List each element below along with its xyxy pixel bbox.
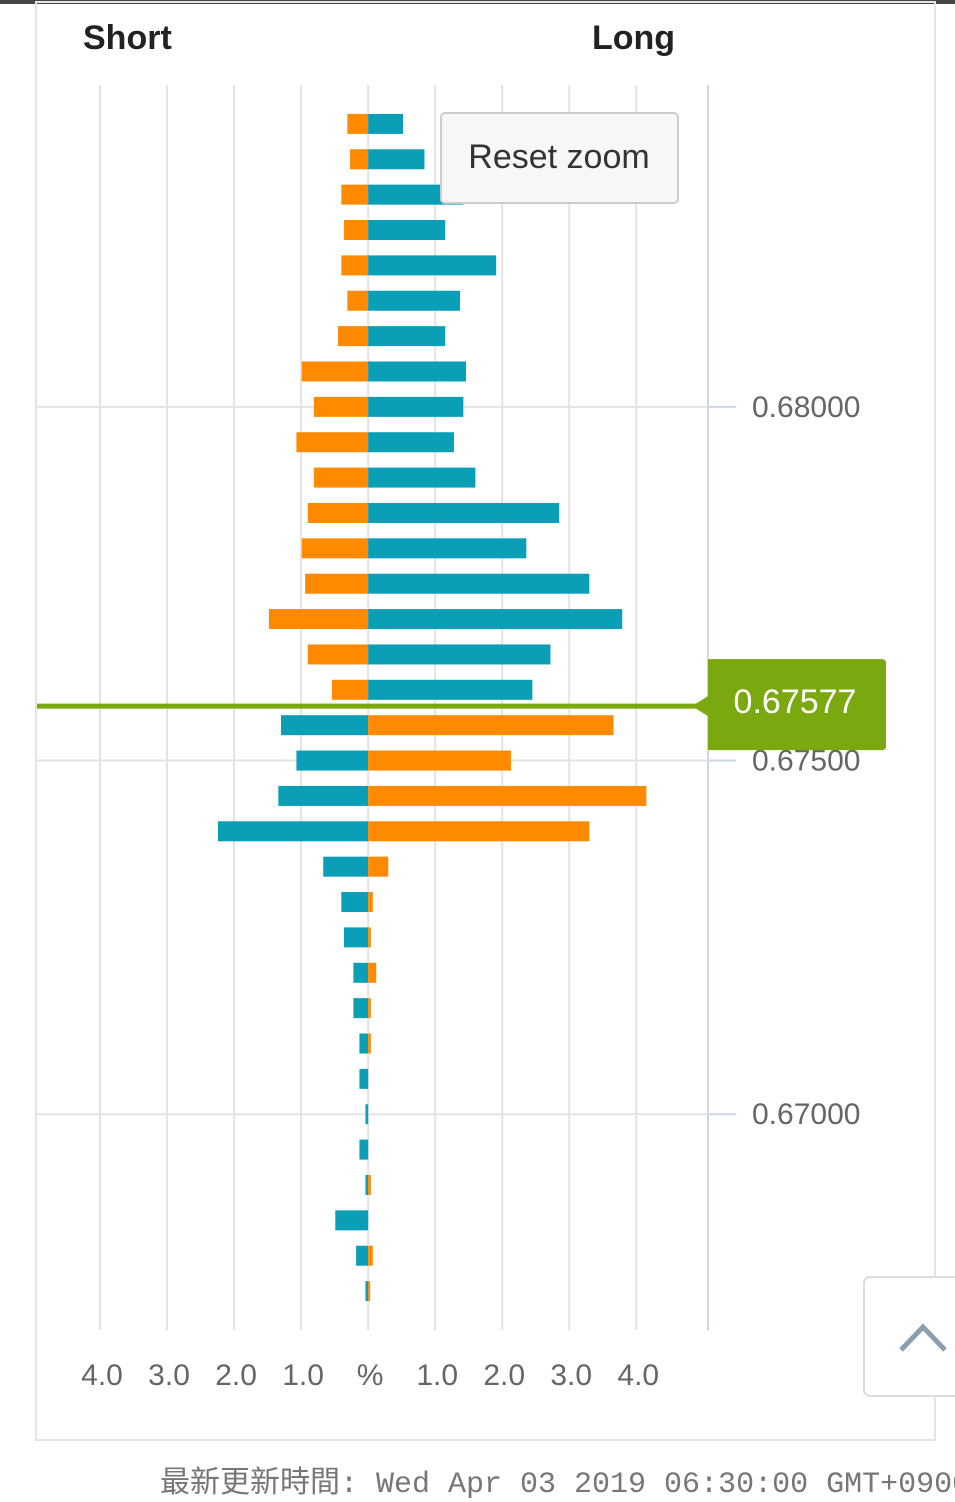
bar [301, 538, 369, 559]
bar [278, 785, 369, 806]
reset-zoom[interactable]: Reset zoom [440, 112, 679, 204]
scroll-top-box[interactable] [863, 1276, 955, 1397]
bar [331, 679, 369, 700]
y-tick-label: 0.68000 [752, 391, 860, 424]
bar [217, 821, 369, 842]
bar [281, 715, 369, 736]
bar [368, 821, 590, 842]
bar [335, 1210, 369, 1231]
bar [353, 962, 369, 983]
bar [359, 1139, 369, 1160]
bar [368, 361, 467, 382]
scroll-top[interactable] [863, 1276, 955, 1397]
bar [368, 892, 373, 913]
bar [368, 220, 446, 241]
x-tick-label: 2.0 [483, 1359, 525, 1392]
bar [341, 184, 369, 205]
bar [368, 255, 497, 276]
bar [353, 998, 369, 1019]
chevron[interactable] [899, 1323, 947, 1352]
bar [368, 502, 560, 523]
y-tick-label: 0.67000 [752, 1098, 860, 1131]
bar [356, 1245, 369, 1266]
x-tick-label: 4.0 [617, 1359, 659, 1392]
bar [368, 573, 590, 594]
bar [268, 609, 369, 630]
bar [347, 113, 369, 134]
bar [368, 538, 527, 559]
bar [323, 856, 369, 877]
bar [359, 1068, 369, 1089]
reset-zoom-label[interactable]: Reset zoom [468, 138, 649, 176]
x-tick-label: 3.0 [550, 1359, 592, 1392]
bar [368, 785, 647, 806]
right-heading: Long [592, 19, 675, 57]
bar [296, 432, 369, 453]
bar [368, 962, 377, 983]
bar [341, 255, 369, 276]
bar [368, 750, 511, 771]
current-price-label: 0.67577 [734, 683, 857, 721]
x-tick-label: 3.0 [148, 1359, 190, 1392]
current-price-box [692, 659, 886, 751]
bar [368, 467, 476, 488]
bar [313, 467, 369, 488]
bar [368, 432, 454, 453]
bar [341, 892, 369, 913]
footer: 最新更新時間: Wed Apr 03 2019 06:30:00 GMT+090… [160, 1466, 955, 1502]
left-heading: Short [83, 19, 172, 57]
bar [368, 326, 446, 347]
bar [368, 184, 464, 205]
bar [350, 149, 369, 170]
bar [344, 220, 369, 241]
x-tick-label: 2.0 [215, 1359, 257, 1392]
bar [305, 573, 369, 594]
x-tick-label: 1.0 [282, 1359, 324, 1392]
bar [368, 1245, 373, 1266]
bar [368, 1033, 371, 1054]
panel [35, 1, 936, 1441]
bar [368, 609, 623, 630]
x-tick-label: % [357, 1359, 384, 1392]
x-tick-label: 1.0 [416, 1359, 458, 1392]
bar [368, 998, 371, 1019]
bar [365, 1174, 369, 1195]
bar [368, 644, 551, 665]
x-tick-label: 4.0 [81, 1359, 123, 1392]
bar [337, 326, 369, 347]
bar [368, 290, 460, 311]
bar [296, 750, 369, 771]
bar [347, 290, 369, 311]
bar [365, 1104, 369, 1125]
bar [344, 927, 369, 948]
bar [365, 1281, 369, 1302]
bar [368, 679, 533, 700]
bar [307, 644, 369, 665]
bar [368, 1174, 371, 1195]
bar [359, 1033, 369, 1054]
bar [313, 396, 369, 417]
bar [368, 927, 371, 948]
bar [368, 1281, 371, 1302]
bar [368, 113, 403, 134]
bar [368, 715, 614, 736]
bar [307, 502, 369, 523]
bar [368, 396, 464, 417]
reset-zoom-box[interactable] [440, 112, 679, 204]
bar [301, 361, 369, 382]
bar [368, 149, 425, 170]
bars [217, 113, 647, 1302]
bar [368, 856, 389, 877]
